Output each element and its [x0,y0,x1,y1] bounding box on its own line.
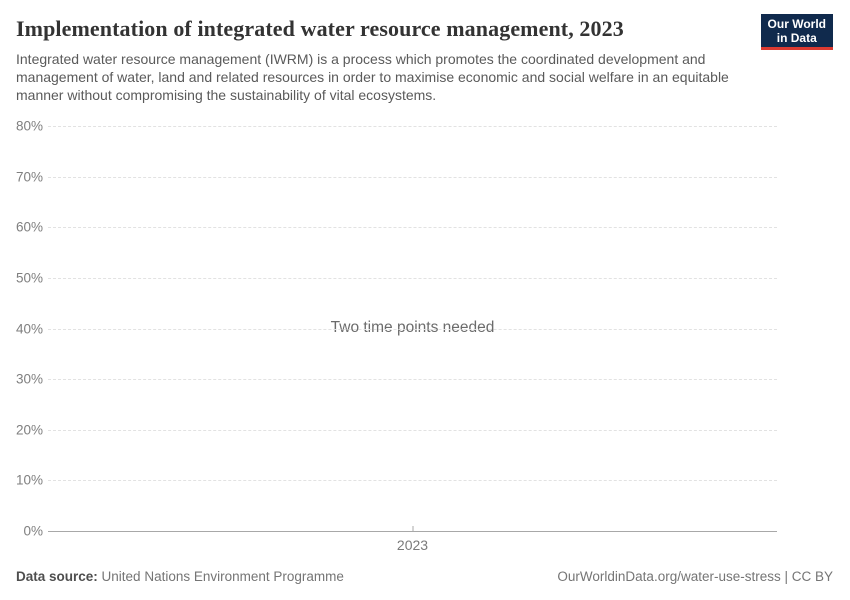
y-tick-label: 40% [15,321,43,336]
gridline [48,379,777,381]
gridline [48,126,777,127]
y-tick-label: 0% [23,523,43,539]
y-tick-label: 70% [15,169,43,185]
x-tick-label: 2023 [396,537,429,553]
chart-subtitle: Integrated water resource management (IW… [16,51,729,103]
gridline [48,277,777,279]
data-source: Data source: United Nations Environment … [16,569,344,584]
chart-footer: Data source: United Nations Environment … [16,569,833,584]
y-tick-label: 80% [15,118,43,134]
plot-area: Two time points needed [48,126,777,532]
owid-logo[interactable]: Our World in Data [760,14,833,50]
y-tick-label: 60% [15,219,43,235]
data-source-value: United Nations Environment Programme [101,569,344,584]
y-tick-label: 10% [15,472,43,488]
gridline [48,176,777,178]
gridline [48,227,777,229]
owid-logo-line1: Our World [767,17,826,31]
owid-logo-line2: in Data [776,31,817,45]
gridline [48,429,777,431]
empty-state-message: Two time points needed [320,317,505,339]
gridline [48,480,777,482]
x-axis-labels: 2023 [48,537,777,555]
y-tick-label: 20% [15,422,43,438]
x-tick-mark [412,526,413,531]
gridline [48,328,777,330]
credit-link[interactable]: OurWorldinData.org/water-use-stress | CC… [557,569,833,584]
chart-title: Implementation of integrated water resou… [16,16,624,41]
y-tick-label: 50% [15,270,43,286]
y-tick-label: 30% [15,371,43,387]
y-axis-labels: 0% 10% 20% 30% 40% 50% 60% 70% 80% [0,119,43,539]
data-source-label: Data source: [16,569,98,584]
x-axis-line [48,531,777,532]
